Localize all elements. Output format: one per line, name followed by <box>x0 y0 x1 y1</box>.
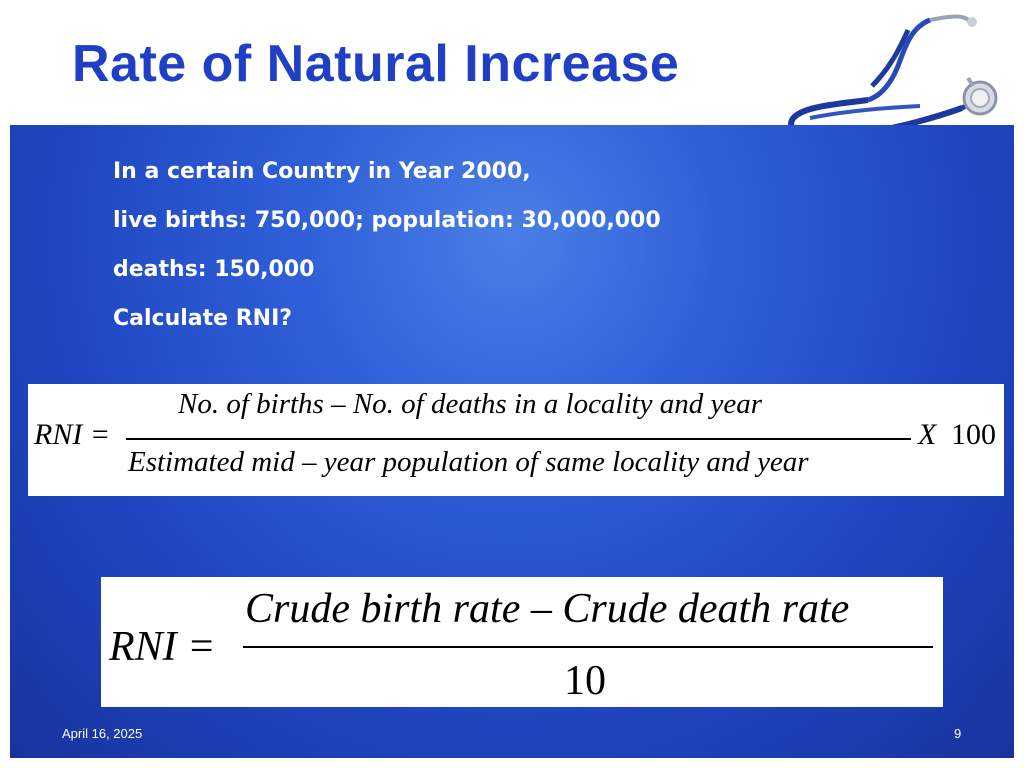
fraction-bar <box>243 646 933 648</box>
slide-title: Rate of Natural Increase <box>72 35 680 93</box>
problem-line: In a certain Country in Year 2000, <box>113 159 531 184</box>
formula-numerator: No. of births – No. of deaths in a local… <box>178 388 763 420</box>
rni-formula-detailed: RNI = No. of births – No. of deaths in a… <box>28 384 1004 496</box>
multiplier-symbol: X <box>918 418 937 451</box>
formula-denominator: Estimated mid – year population of same … <box>128 446 809 478</box>
formula-numerator: Crude birth rate – Crude death rate <box>245 586 850 632</box>
fraction-bar <box>126 438 911 440</box>
multiplier-value: 100 <box>951 418 996 451</box>
footer-date: April 16, 2025 <box>62 726 143 741</box>
problem-statement: In a certain Country in Year 2000, live … <box>113 152 661 348</box>
problem-line: deaths: 150,000 <box>113 257 315 282</box>
problem-line: Calculate RNI? <box>113 306 293 331</box>
formula-lhs: RNI = <box>109 624 216 670</box>
problem-line: live births: 750,000; population: 30,000… <box>113 208 661 233</box>
page-number: 9 <box>954 726 962 741</box>
rni-formula-crude-rates: RNI = Crude birth rate – Crude death rat… <box>101 577 943 707</box>
formula-denominator: 10 <box>564 658 606 704</box>
formula-lhs: RNI = <box>34 418 111 451</box>
